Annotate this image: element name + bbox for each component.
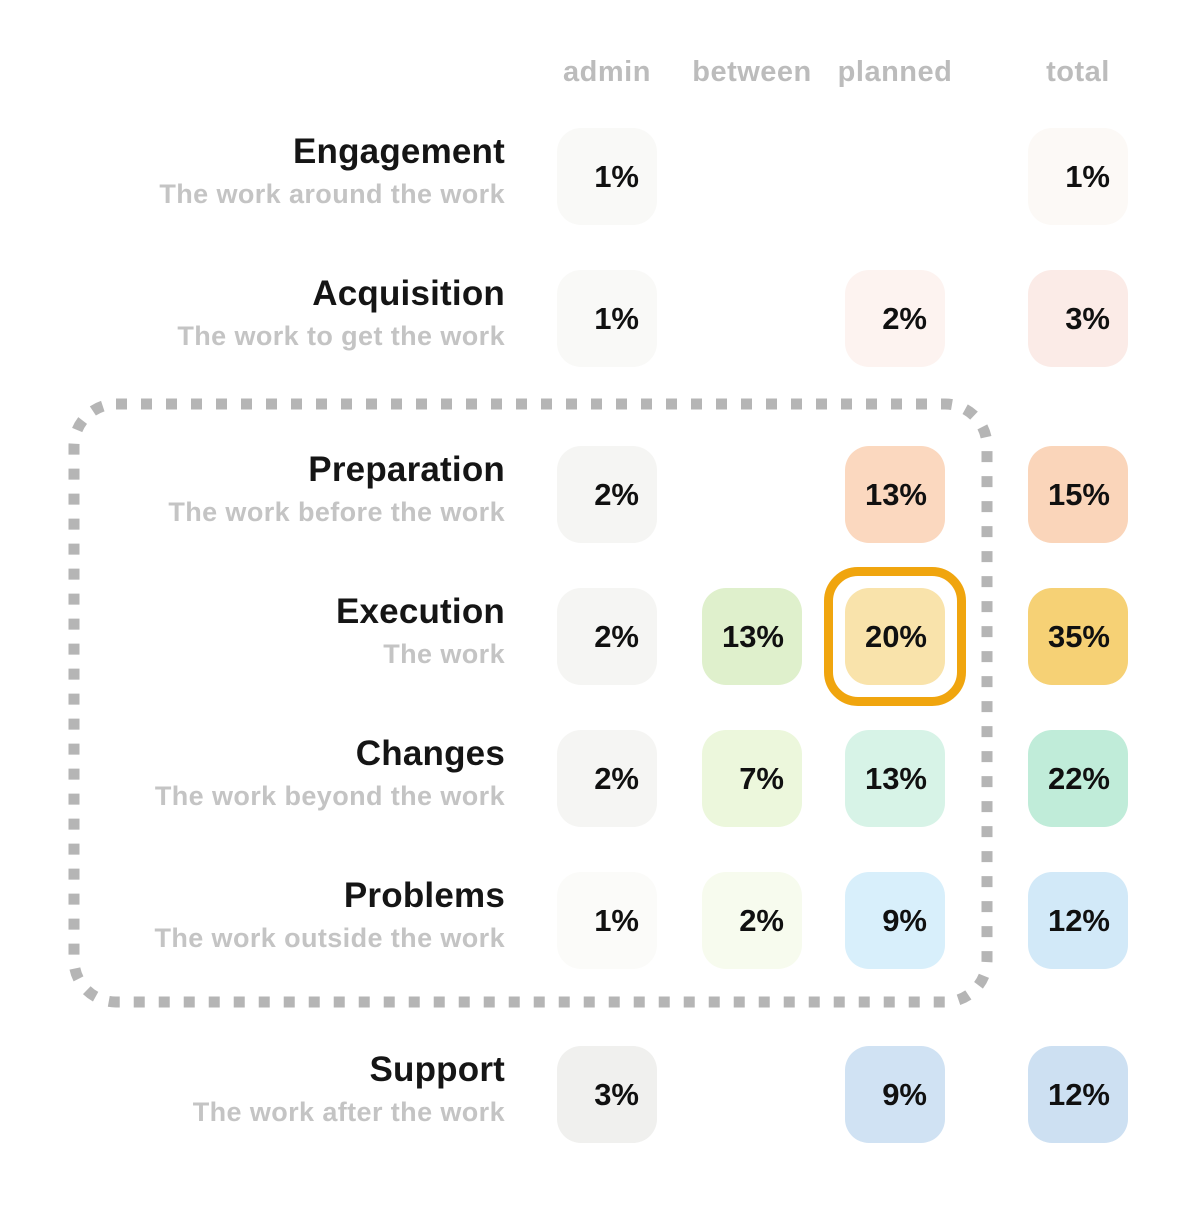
- cell-support-planned: 9%: [845, 1046, 945, 1143]
- column-header-total: total: [1046, 56, 1110, 88]
- cell-engagement-admin: 1%: [557, 128, 657, 225]
- row-label: Execution The work: [0, 590, 505, 674]
- group-outline-rect: [68, 398, 993, 1008]
- row-title: Changes: [355, 734, 505, 773]
- table-row-problems: Problems The work outside the work 1% 2%…: [0, 872, 1200, 969]
- row-title: Problems: [343, 876, 505, 915]
- row-subtitle: The work outside the work: [154, 923, 505, 953]
- cell-problems-admin: 1%: [557, 872, 657, 969]
- cell-problems-between: 2%: [702, 872, 802, 969]
- table-row-acquisition: Acquisition The work to get the work 1% …: [0, 270, 1200, 367]
- row-label: Engagement The work around the work: [0, 130, 505, 214]
- cell-acquisition-admin: 1%: [557, 270, 657, 367]
- row-label: Problems The work outside the work: [0, 874, 505, 958]
- cell-preparation-planned: 13%: [845, 446, 945, 543]
- cell-execution-admin: 2%: [557, 588, 657, 685]
- row-label: Changes The work beyond the work: [0, 732, 505, 816]
- cell-support-admin: 3%: [557, 1046, 657, 1143]
- cell-changes-admin: 2%: [557, 730, 657, 827]
- table-row-preparation: Preparation The work before the work 2% …: [0, 446, 1200, 543]
- cell-acquisition-total: 3%: [1028, 270, 1128, 367]
- cell-engagement-total: 1%: [1028, 128, 1128, 225]
- row-subtitle: The work: [383, 639, 505, 669]
- row-label: Preparation The work before the work: [0, 448, 505, 532]
- cell-problems-total: 12%: [1028, 872, 1128, 969]
- cell-execution-total: 35%: [1028, 588, 1128, 685]
- table-row-changes: Changes The work beyond the work 2% 7% 1…: [0, 730, 1200, 827]
- row-title: Engagement: [292, 132, 505, 171]
- table-row-support: Support The work after the work 3% 9% 12…: [0, 1046, 1200, 1143]
- row-subtitle: The work after the work: [192, 1097, 505, 1127]
- cell-changes-planned: 13%: [845, 730, 945, 827]
- table-row-engagement: Engagement The work around the work 1% 1…: [0, 128, 1200, 225]
- row-subtitle: The work to get the work: [177, 321, 505, 351]
- cell-changes-between: 7%: [702, 730, 802, 827]
- row-label: Acquisition The work to get the work: [0, 272, 505, 356]
- cell-execution-between: 13%: [702, 588, 802, 685]
- row-title: Preparation: [308, 450, 505, 489]
- cell-preparation-admin: 2%: [557, 446, 657, 543]
- cell-acquisition-planned: 2%: [845, 270, 945, 367]
- row-subtitle: The work before the work: [168, 497, 505, 527]
- row-subtitle: The work around the work: [159, 179, 505, 209]
- cell-execution-planned-highlighted: 20%: [845, 588, 945, 685]
- column-header-planned: planned: [837, 56, 953, 88]
- column-header-admin: admin: [563, 56, 651, 88]
- cell-support-total: 12%: [1028, 1046, 1128, 1143]
- cell-problems-planned: 9%: [845, 872, 945, 969]
- row-label: Support The work after the work: [0, 1048, 505, 1132]
- table-row-execution: Execution The work 2% 13% 20% 35%: [0, 588, 1200, 685]
- row-subtitle: The work beyond the work: [154, 781, 505, 811]
- column-header-between: between: [692, 56, 812, 88]
- row-title: Execution: [335, 592, 505, 631]
- row-title: Acquisition: [312, 274, 505, 313]
- group-outline-dashed-box: [68, 398, 993, 1008]
- row-title: Support: [369, 1050, 505, 1089]
- cell-preparation-total: 15%: [1028, 446, 1128, 543]
- highlight-ring: [824, 567, 966, 706]
- cell-changes-total: 22%: [1028, 730, 1128, 827]
